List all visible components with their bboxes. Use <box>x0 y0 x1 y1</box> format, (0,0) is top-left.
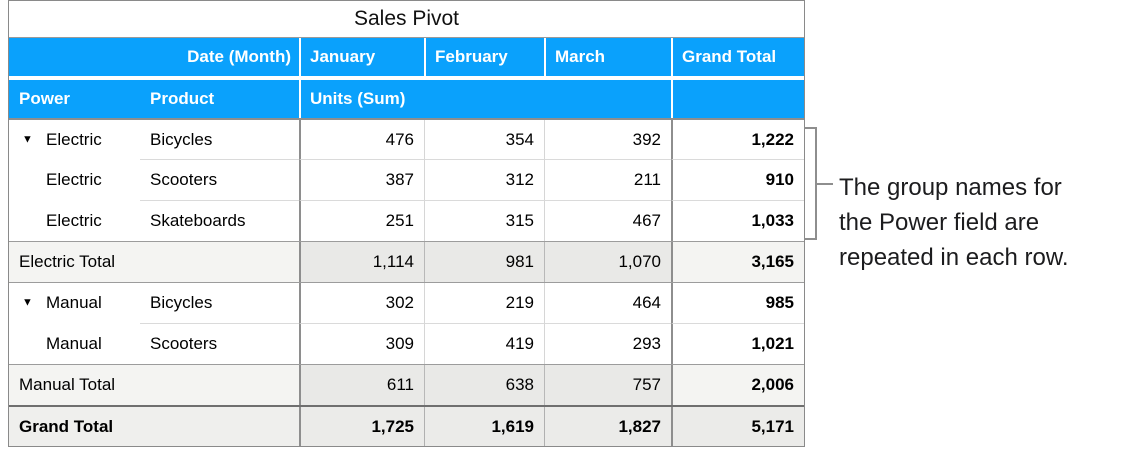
table-row: ▼ Electric Bicycles 476 354 392 1,222 <box>9 118 804 159</box>
table-row: ▼ Manual Bicycles 302 219 464 985 <box>9 282 804 323</box>
row-total-cell[interactable]: 985 <box>671 283 804 323</box>
value-cell[interactable]: 467 <box>544 200 671 241</box>
product-cell[interactable]: Bicycles <box>150 129 213 149</box>
header-empty-cell[interactable] <box>671 80 804 118</box>
row-total-cell[interactable]: 910 <box>671 159 804 200</box>
grand-total-row: Grand Total 1,725 1,619 1,827 5,171 <box>9 405 804 446</box>
value-cell[interactable]: 309 <box>299 323 424 364</box>
table-row: Electric Skateboards 251 315 467 1,033 <box>9 200 804 241</box>
value-cell[interactable]: 293 <box>544 323 671 364</box>
annotation-line: repeated in each row. <box>839 244 1069 271</box>
grand-total-value-cell[interactable]: 1,725 <box>299 407 424 446</box>
subtotal-value-cell[interactable]: 1,070 <box>544 242 671 282</box>
header-february[interactable]: February <box>424 38 544 76</box>
value-cell[interactable]: 211 <box>544 159 671 200</box>
value-cell[interactable]: 464 <box>544 283 671 323</box>
grand-total-value-cell[interactable]: 1,619 <box>424 407 544 446</box>
power-label: Manual <box>46 293 102 312</box>
row-total-cell[interactable]: 1,222 <box>671 120 804 159</box>
product-cell[interactable]: Bicycles <box>150 293 213 312</box>
header-product[interactable]: Product <box>150 89 215 108</box>
product-cell[interactable]: Skateboards <box>140 200 299 241</box>
power-label: Electric <box>46 169 102 189</box>
power-cell[interactable]: ▼ Electric <box>9 120 140 159</box>
header-power[interactable]: Power <box>19 89 71 108</box>
subtotal-value-cell[interactable]: 611 <box>299 365 424 405</box>
row-total-cell[interactable]: 1,021 <box>671 323 804 364</box>
value-cell[interactable]: 315 <box>424 200 544 241</box>
value-cell[interactable]: 251 <box>299 200 424 241</box>
value-cell[interactable]: 419 <box>424 323 544 364</box>
power-label: Electric <box>46 129 102 149</box>
subtotal-row: Manual Total 611 638 757 2,006 <box>9 364 804 405</box>
power-label: Manual <box>46 333 102 353</box>
disclosure-triangle-icon[interactable]: ▼ <box>22 296 33 309</box>
value-cell[interactable]: 476 <box>299 120 424 159</box>
header-units-sum[interactable]: Units (Sum) <box>299 80 671 118</box>
power-cell[interactable]: Electric <box>9 200 140 241</box>
subtotal-row: Electric Total 1,114 981 1,070 3,165 <box>9 241 804 282</box>
table-row: Electric Scooters 387 312 211 910 <box>9 159 804 200</box>
row-total-cell[interactable]: 1,033 <box>671 200 804 241</box>
header-grand-total[interactable]: Grand Total <box>671 38 804 76</box>
table-row: Manual Scooters 309 419 293 1,021 <box>9 323 804 364</box>
value-cell[interactable]: 392 <box>544 120 671 159</box>
subtotal-value-cell[interactable]: 1,114 <box>299 242 424 282</box>
subtotal-total-cell[interactable]: 3,165 <box>671 242 804 282</box>
grand-total-label[interactable]: Grand Total <box>9 407 299 446</box>
value-cell[interactable]: 312 <box>424 159 544 200</box>
value-cell[interactable]: 302 <box>299 283 424 323</box>
subtotal-label[interactable]: Electric Total <box>9 242 299 282</box>
power-cell[interactable]: Electric <box>9 159 140 200</box>
annotation-line: the Power field are <box>839 209 1040 236</box>
value-cell[interactable]: 219 <box>424 283 544 323</box>
product-cell[interactable]: Scooters <box>140 159 299 200</box>
power-cell[interactable]: Manual <box>9 323 140 364</box>
header-january[interactable]: January <box>299 38 424 76</box>
pivot-table: Sales Pivot Date (Month) January Februar… <box>8 0 805 447</box>
power-label: Electric <box>46 210 102 230</box>
subtotal-label[interactable]: Manual Total <box>9 365 299 405</box>
value-cell[interactable]: 354 <box>424 120 544 159</box>
header-march[interactable]: March <box>544 38 671 76</box>
value-cell[interactable]: 387 <box>299 159 424 200</box>
header-row-fields: Power Product Units (Sum) <box>9 80 804 118</box>
header-date-month[interactable]: Date (Month) <box>187 47 291 66</box>
annotation-text: The group names for the Power field are … <box>839 170 1129 275</box>
grand-total-value-cell[interactable]: 1,827 <box>544 407 671 446</box>
product-cell[interactable]: Scooters <box>140 323 299 364</box>
annotation-bracket-tick <box>816 183 833 185</box>
grand-total-total-cell[interactable]: 5,171 <box>671 407 804 446</box>
disclosure-triangle-icon[interactable]: ▼ <box>22 133 33 145</box>
subtotal-value-cell[interactable]: 638 <box>424 365 544 405</box>
header-row-columns: Date (Month) January February March Gran… <box>9 38 804 76</box>
annotation-line: The group names for <box>839 174 1062 201</box>
subtotal-value-cell[interactable]: 981 <box>424 242 544 282</box>
table-title: Sales Pivot <box>9 1 804 38</box>
power-cell[interactable]: ▼ Manual <box>9 283 140 323</box>
header-divider <box>9 76 804 80</box>
subtotal-total-cell[interactable]: 2,006 <box>671 365 804 405</box>
subtotal-value-cell[interactable]: 757 <box>544 365 671 405</box>
